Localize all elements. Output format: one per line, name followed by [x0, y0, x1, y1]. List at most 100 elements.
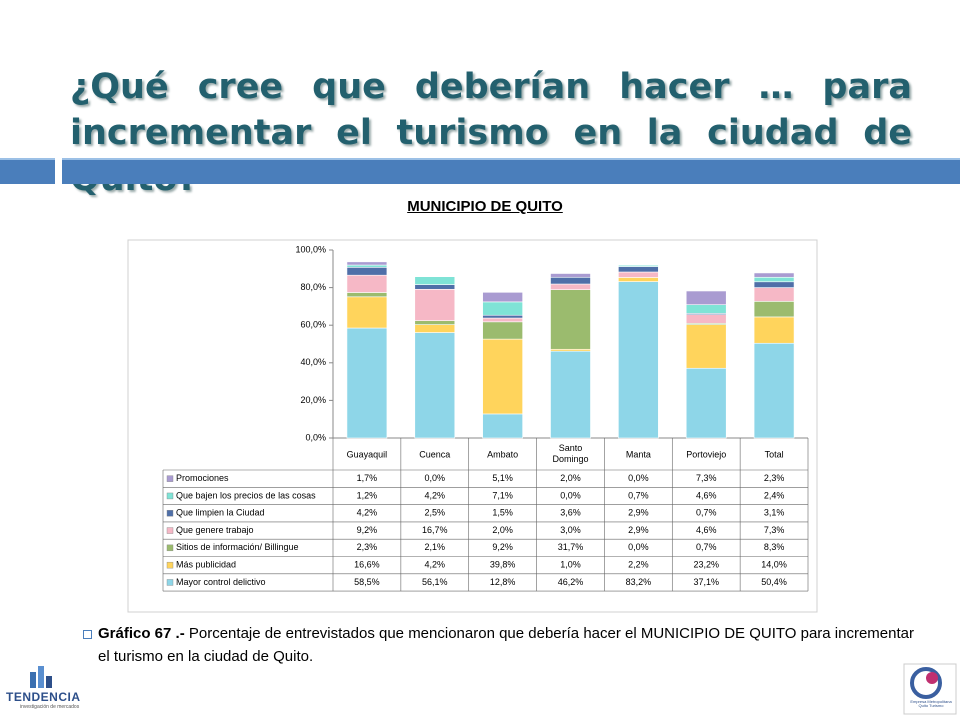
table-value: 0,0% — [628, 473, 649, 483]
table-value: 14,0% — [761, 560, 787, 570]
table-value: 16,7% — [422, 525, 448, 535]
table-value: 0,0% — [628, 542, 649, 552]
y-tick-label: 80,0% — [300, 282, 326, 292]
table-value: 0,0% — [560, 490, 581, 500]
bar-segment — [346, 274, 388, 293]
legend-swatch — [166, 527, 174, 534]
table-value: 1,7% — [357, 473, 378, 483]
table-value: 83,2% — [626, 577, 652, 587]
bar-segment — [550, 273, 591, 278]
table-value: 2,3% — [357, 542, 378, 552]
logo-text: TENDENCIA — [6, 690, 81, 704]
bar-segment — [414, 332, 456, 439]
bar-segment — [414, 320, 456, 325]
table-value: 0,7% — [696, 508, 717, 518]
bar-segment — [618, 271, 659, 278]
table-value: 2,0% — [560, 473, 581, 483]
table-value: 3,1% — [764, 508, 785, 518]
bar-segment — [685, 290, 727, 306]
legend-label: Promociones — [176, 473, 229, 483]
legend-label: Mayor control delictivo — [176, 577, 266, 587]
table-value: 4,6% — [696, 525, 717, 535]
table-value: 2,9% — [628, 508, 649, 518]
bar-segment — [414, 324, 456, 333]
bar-segment — [346, 261, 388, 266]
bar-segment — [550, 350, 591, 439]
table-value: 7,3% — [696, 473, 717, 483]
header-bar — [0, 158, 55, 184]
bar-segment — [482, 413, 523, 439]
x-tick-label: Portoviejo — [686, 449, 726, 459]
table-value: 39,8% — [490, 560, 516, 570]
chart-frame — [127, 239, 818, 613]
table-value: 4,2% — [425, 490, 446, 500]
legend-label: Más publicidad — [176, 560, 236, 570]
table-value: 4,6% — [696, 490, 717, 500]
x-tick-label: Cuenca — [419, 449, 450, 459]
legend-label: Que genere trabajo — [176, 525, 254, 535]
caption-text: Porcentaje de entrevistados que menciona… — [98, 625, 914, 665]
slide-title: ¿Qué cree que deberían hacer … para incr… — [70, 67, 912, 199]
x-tick-label: Total — [765, 449, 784, 459]
bar-segment — [685, 324, 727, 369]
table-value: 0,7% — [696, 542, 717, 552]
table-value: 7,1% — [492, 490, 513, 500]
bar-segment — [550, 289, 591, 350]
bar-segment — [618, 264, 659, 267]
table-value: 2,9% — [628, 525, 649, 535]
bar-segment — [618, 266, 659, 273]
bar-segment — [753, 272, 795, 278]
table-value: 1,0% — [560, 560, 581, 570]
table-value: 0,7% — [628, 490, 649, 500]
table-value: 2,1% — [425, 542, 446, 552]
table-value: 5,1% — [492, 473, 513, 483]
bar-segment — [550, 276, 591, 285]
bar-segment — [753, 276, 795, 283]
table-value: 9,2% — [492, 542, 513, 552]
table-value: 1,2% — [357, 490, 378, 500]
y-tick-label: 40,0% — [300, 357, 326, 367]
bar-segment — [753, 287, 795, 302]
table-value: 4,2% — [425, 560, 446, 570]
bar-segment — [685, 367, 727, 439]
table-value: 9,2% — [357, 525, 378, 535]
y-tick-label: 100,0% — [295, 244, 326, 254]
table-value: 3,6% — [560, 508, 581, 518]
table-value: 23,2% — [693, 560, 719, 570]
legend-swatch — [166, 492, 174, 500]
table-value: 8,3% — [764, 542, 785, 552]
bar-segment — [414, 284, 456, 290]
logo-left-icon — [30, 666, 52, 688]
x-tick-label: Guayaquil — [347, 449, 388, 459]
legend-swatch — [166, 475, 174, 482]
bar-segment — [414, 276, 456, 285]
x-tick-label: Manta — [626, 449, 651, 459]
table-value: 0,0% — [425, 473, 446, 483]
bar-segment — [753, 281, 795, 288]
bar-segment — [346, 264, 388, 268]
bar-segment — [414, 288, 456, 321]
table-value: 2,3% — [764, 473, 785, 483]
table-value: 2,5% — [425, 508, 446, 518]
x-tick-label: Santo Domingo — [552, 443, 588, 464]
bar-segment — [482, 317, 523, 323]
legend-label: Que limpien la Ciudad — [176, 508, 265, 518]
logo-subtext: investigación de mercados — [20, 704, 80, 710]
bullet — [83, 630, 92, 639]
table-value: 2,4% — [764, 490, 785, 500]
table-value: 46,2% — [558, 577, 584, 587]
table-value: 56,1% — [422, 577, 448, 587]
bar-segment — [346, 292, 388, 298]
bar-segment — [618, 281, 659, 439]
bar-segment — [346, 327, 388, 439]
bar-segment — [753, 316, 795, 344]
legend-label: Sitios de información/ Billingue — [176, 542, 299, 552]
header-bar — [62, 158, 960, 184]
table-value: 3,0% — [560, 525, 581, 535]
table-value: 2,2% — [628, 560, 649, 570]
y-tick-label: 0,0% — [305, 432, 326, 442]
table-value: 7,3% — [764, 525, 785, 535]
table-value: 12,8% — [490, 577, 516, 587]
